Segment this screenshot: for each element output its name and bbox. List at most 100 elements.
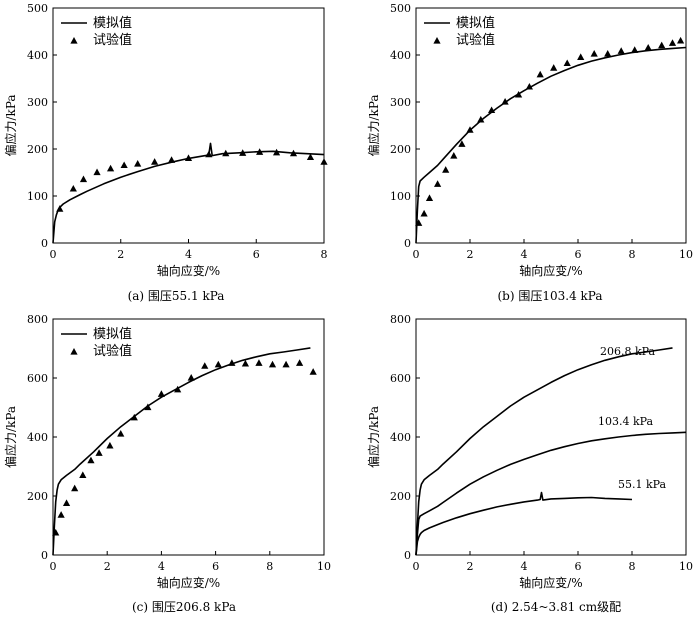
series-line-3 xyxy=(415,491,633,556)
series-line-1 xyxy=(415,46,687,244)
x-tick-label: 4 xyxy=(185,248,192,261)
y-tick-label: 100 xyxy=(27,190,48,203)
data-point xyxy=(93,168,101,176)
data-point xyxy=(95,449,103,456)
data-point xyxy=(658,41,666,49)
data-point xyxy=(255,359,263,366)
x-tick-label: 6 xyxy=(212,560,219,573)
legend-entry: 模拟值 xyxy=(93,326,132,342)
data-point xyxy=(306,153,315,161)
y-tick-label: 500 xyxy=(27,2,48,15)
data-point xyxy=(184,154,193,161)
series-annotation: 206.8 kPa xyxy=(600,345,656,358)
data-point xyxy=(241,359,250,367)
x-tick-label: 10 xyxy=(679,560,693,573)
data-point xyxy=(450,152,458,159)
x-tick-label: 8 xyxy=(629,560,636,573)
data-point xyxy=(617,47,625,54)
y-tick-label: 0 xyxy=(404,549,411,562)
data-point xyxy=(525,82,533,90)
data-point xyxy=(466,126,474,133)
data-point xyxy=(488,106,496,114)
data-point xyxy=(501,98,509,105)
x-tick-label: 2 xyxy=(467,248,474,261)
data-point xyxy=(79,471,87,478)
data-point xyxy=(117,430,125,437)
data-point xyxy=(577,53,585,60)
data-point xyxy=(289,149,298,157)
x-tick-label: 2 xyxy=(467,560,474,573)
data-point xyxy=(309,368,317,375)
x-tick-label: 10 xyxy=(317,560,331,573)
data-point xyxy=(106,441,114,449)
data-point xyxy=(174,385,182,393)
data-point xyxy=(151,158,159,165)
panel-caption: (c) 围压206.8 kPa xyxy=(132,600,236,614)
x-tick-label: 10 xyxy=(679,248,693,261)
data-point xyxy=(201,362,209,369)
x-tick-label: 4 xyxy=(521,248,528,261)
x-tick-label: 8 xyxy=(266,560,273,573)
y-tick-label: 600 xyxy=(390,372,411,385)
y-tick-label: 100 xyxy=(390,190,411,203)
data-point xyxy=(268,360,277,368)
series-line-1 xyxy=(52,347,311,556)
x-tick-label: 4 xyxy=(521,560,528,573)
data-point xyxy=(144,403,152,411)
chart-panel-1: 0 2 4 6 8 0 100 200 300 400 500 轴向应变/% 偏应力/kPa (a) 围压… xyxy=(3,2,328,303)
y-tick-label: 400 xyxy=(27,431,48,444)
x-axis-label: 轴向应变/% xyxy=(157,575,220,590)
series-annotation: 55.1 kPa xyxy=(618,478,667,491)
data-point xyxy=(57,511,65,518)
x-tick-label: 0 xyxy=(413,560,420,573)
x-tick-label: 0 xyxy=(413,248,420,261)
data-point xyxy=(590,50,598,57)
data-point xyxy=(56,205,64,212)
data-point xyxy=(420,209,428,217)
y-tick-label: 0 xyxy=(404,237,411,250)
y-axis-label: 偏应力/kPa xyxy=(3,94,18,156)
data-point xyxy=(106,164,115,172)
legend-entry: 试验值 xyxy=(456,32,495,48)
data-point xyxy=(550,64,558,71)
data-point xyxy=(205,150,213,158)
data-point xyxy=(167,156,176,163)
data-point xyxy=(228,359,236,366)
series-line-1 xyxy=(415,347,673,556)
data-point xyxy=(282,360,290,368)
panel-caption: (a) 围压55.1 kPa xyxy=(128,289,225,303)
data-point xyxy=(563,59,571,67)
data-point xyxy=(644,43,652,51)
data-point xyxy=(677,36,685,44)
chart-panel-2: 0 2 4 6 8 100100200300400500轴向应变/%偏应力/kPa(b) … xyxy=(366,2,693,303)
data-point xyxy=(631,46,639,53)
data-point xyxy=(425,194,434,201)
data-point xyxy=(87,456,95,464)
x-tick-label: 2 xyxy=(117,248,124,261)
y-tick-label: 300 xyxy=(390,96,411,109)
x-axis-label: 轴向应变/% xyxy=(519,263,582,278)
x-tick-label: 8 xyxy=(629,248,636,261)
x-tick-label: 6 xyxy=(575,248,582,261)
data-point xyxy=(214,360,222,368)
plot-frame xyxy=(415,7,687,244)
y-tick-label: 400 xyxy=(27,49,48,62)
y-tick-label: 400 xyxy=(390,431,411,444)
y-tick-label: 200 xyxy=(390,143,411,156)
y-tick-label: 200 xyxy=(27,490,48,503)
legend-entry: 模拟值 xyxy=(93,15,132,31)
y-tick-label: 400 xyxy=(390,49,411,62)
y-axis-label: 偏应力/kPa xyxy=(366,94,381,156)
data-point xyxy=(52,528,60,536)
data-point xyxy=(256,148,264,155)
data-point xyxy=(434,180,442,187)
legend-entry: 试验值 xyxy=(93,343,132,359)
y-tick-label: 200 xyxy=(27,143,48,156)
data-point xyxy=(415,219,423,226)
x-tick-label: 6 xyxy=(575,560,582,573)
y-tick-label: 800 xyxy=(27,313,48,326)
series-annotation: 103.4 kPa xyxy=(598,415,654,428)
